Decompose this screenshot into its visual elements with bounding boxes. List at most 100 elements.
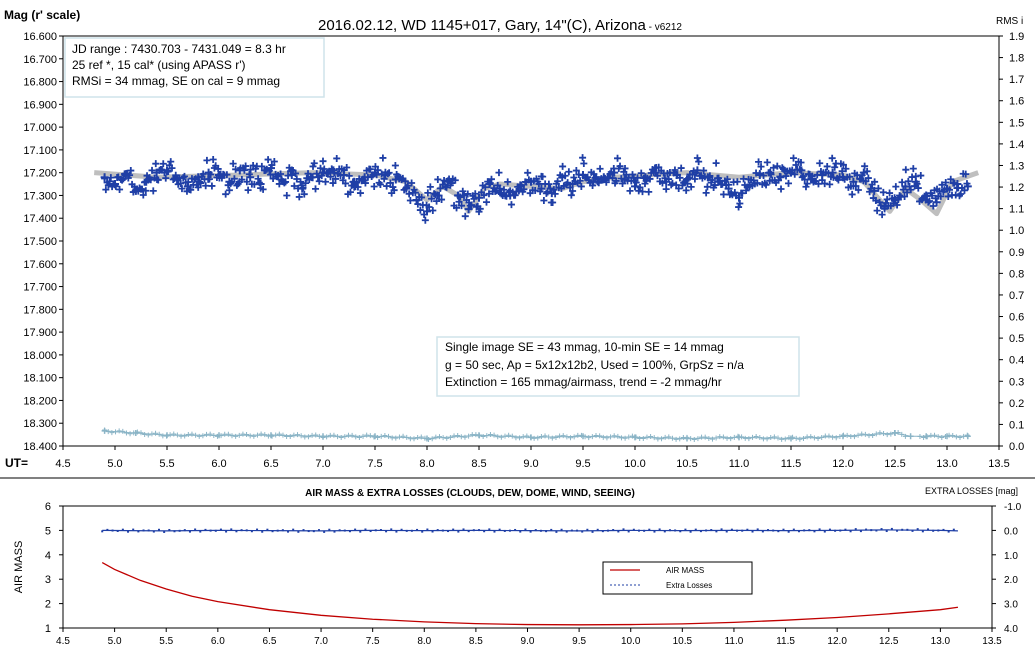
mag-marker — [179, 174, 187, 182]
mag-marker — [504, 178, 512, 186]
mag-marker — [957, 190, 965, 198]
extra-losses-marker — [287, 530, 290, 533]
rms-marker — [506, 432, 512, 438]
mag-marker — [773, 162, 781, 170]
mag-marker — [343, 164, 351, 172]
rms-series — [101, 427, 971, 442]
rms-marker — [870, 432, 876, 438]
mag-marker — [945, 186, 953, 194]
mag-marker — [545, 180, 553, 188]
mag-marker — [879, 188, 887, 196]
mag-marker — [461, 212, 469, 220]
extra-losses-marker — [901, 528, 904, 531]
mag-marker — [118, 176, 126, 184]
mag-marker — [315, 177, 323, 185]
rms-marker — [291, 432, 297, 438]
x-tick-label: 10.5 — [673, 636, 693, 647]
rms-marker — [695, 436, 701, 442]
mag-marker — [300, 190, 308, 198]
mag-marker — [280, 179, 288, 187]
extra-losses-marker — [183, 529, 186, 532]
info-line: 25 ref *, 15 cal* (using APASS r') — [72, 58, 245, 72]
mag-marker — [366, 165, 374, 173]
mag-marker — [230, 175, 238, 183]
y2-tick-label: 1.0 — [1004, 551, 1018, 562]
rms-marker — [262, 432, 268, 438]
legend-extra-label: Extra Losses — [666, 581, 712, 590]
rms-marker — [214, 433, 220, 439]
rms-marker — [520, 434, 526, 440]
extra-losses-marker — [797, 530, 800, 533]
extra-losses-marker — [379, 529, 382, 532]
x-tick-label: 4.5 — [56, 636, 70, 647]
rms-marker — [134, 429, 140, 435]
rms-marker — [378, 433, 384, 439]
rms-marker — [720, 434, 726, 440]
mag-marker — [738, 189, 746, 197]
mag-marker — [539, 173, 547, 181]
mag-marker — [672, 181, 680, 189]
mag-marker — [247, 166, 255, 174]
x-tick-label: 9.5 — [575, 458, 590, 470]
mag-marker — [596, 165, 604, 173]
rms-marker — [105, 429, 111, 435]
extra-losses-marker — [400, 528, 403, 531]
extra-losses-marker — [508, 529, 511, 532]
mag-marker — [612, 177, 620, 185]
mag-marker — [893, 201, 901, 209]
mag-marker — [154, 176, 162, 184]
mag-marker — [141, 178, 149, 186]
extra-losses-marker — [514, 528, 517, 531]
mag-marker — [308, 174, 316, 182]
extra-losses-marker — [441, 529, 444, 532]
mag-marker — [487, 175, 495, 183]
mag-marker — [575, 171, 583, 179]
mag-marker — [797, 158, 805, 166]
rms-marker — [535, 435, 541, 441]
mag-marker — [813, 171, 821, 179]
extra-losses-marker — [101, 530, 104, 533]
mag-marker — [561, 172, 569, 180]
rms-marker — [298, 433, 304, 439]
mag-marker — [703, 183, 711, 191]
extra-losses-marker — [545, 530, 548, 533]
y2-tick-label: 0.0 — [1009, 441, 1024, 453]
mag-marker — [172, 171, 180, 179]
extra-losses-marker — [586, 528, 589, 531]
extra-losses-marker — [689, 530, 692, 533]
bottom-chart-title: AIR MASS & EXTRA LOSSES (CLOUDS, DEW, DO… — [305, 488, 635, 499]
mag-marker — [378, 170, 386, 178]
y-tick-label: 2 — [45, 599, 51, 611]
mag-marker — [650, 168, 658, 176]
y-tick-label: 17.000 — [23, 122, 57, 134]
mag-marker — [500, 186, 508, 194]
mag-marker — [468, 201, 476, 209]
mag-marker — [688, 171, 696, 179]
mag-marker — [433, 197, 441, 205]
mag-marker — [374, 166, 382, 174]
extra-losses-series — [101, 527, 958, 533]
mag-marker — [269, 175, 277, 183]
rms-marker — [731, 434, 737, 440]
mag-marker — [197, 179, 205, 187]
rms-marker — [808, 434, 814, 440]
extra-losses-marker — [256, 528, 259, 531]
rms-marker — [615, 433, 621, 439]
mag-marker — [775, 176, 783, 184]
rms-marker — [331, 432, 337, 438]
extra-losses-marker — [204, 528, 207, 531]
mag-marker — [293, 175, 301, 183]
x-tick-label: 4.5 — [55, 458, 70, 470]
mag-marker — [208, 182, 216, 190]
mag-marker — [632, 179, 640, 187]
x-tick-label: 13.0 — [931, 636, 951, 647]
rms-marker — [233, 433, 239, 439]
info-line: Single image SE = 43 mmag, 10-min SE = 1… — [445, 340, 724, 354]
mag-marker — [736, 200, 744, 208]
mag-marker — [750, 176, 758, 184]
mag-marker — [770, 164, 778, 172]
rms-marker — [313, 432, 319, 438]
mag-marker — [904, 177, 912, 185]
rms-marker — [436, 434, 442, 440]
extra-losses-marker — [230, 528, 233, 531]
